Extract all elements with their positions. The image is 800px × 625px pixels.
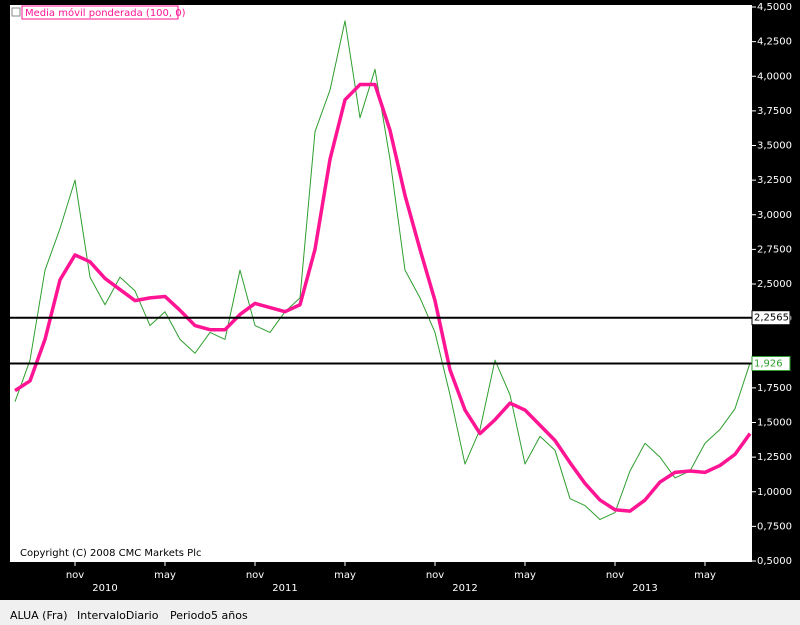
- year-label: 2013: [632, 583, 657, 594]
- x-tick-label: may: [154, 570, 176, 581]
- price-line: [14, 20, 751, 520]
- year-label: 2011: [272, 583, 297, 594]
- reference-label-box: [751, 310, 791, 326]
- y-tick-label: 4,2500: [757, 37, 792, 48]
- y-tick-label: 2,7500: [757, 244, 792, 255]
- reference-label: 2,2565: [754, 313, 789, 324]
- year-label: 2010: [92, 583, 117, 594]
- legend-box: [21, 5, 179, 20]
- footer: ALUA (Fra) IntervaloDiario Periodo5 años: [0, 600, 800, 625]
- y-tick-label: 0,7500: [757, 521, 792, 532]
- y-tick-label: 1,2500: [757, 452, 792, 463]
- y-tick-label: 2,5000: [757, 279, 792, 290]
- symbol: ALUA (Fra): [10, 609, 68, 622]
- interval: IntervaloDiario: [77, 609, 159, 622]
- year-label: 2012: [452, 583, 477, 594]
- y-tick-label: 1,7500: [757, 383, 792, 394]
- y-tick-label: 0,5000: [757, 556, 792, 567]
- plot-area: [10, 5, 752, 562]
- legend-icon: [11, 7, 21, 17]
- x-tick-label: may: [694, 570, 716, 581]
- y-tick-label: 3,5000: [757, 141, 792, 152]
- x-tick-label: may: [334, 570, 356, 581]
- x-tick-label: nov: [246, 570, 264, 581]
- x-tick-label: nov: [606, 570, 624, 581]
- period: Periodo5 años: [170, 609, 248, 622]
- reference-label: 1,926: [754, 358, 783, 369]
- reference-label-box: [751, 355, 791, 371]
- x-tick-label: nov: [66, 570, 84, 581]
- x-tick-label: nov: [426, 570, 444, 581]
- moving-average: [14, 82, 752, 513]
- y-tick-label: 1,0000: [757, 487, 792, 498]
- y-tick-label: 4,5000: [757, 2, 792, 13]
- chart: Media móvil ponderada (100, 0) Copyright…: [10, 2, 792, 594]
- y-tick-label: 3,2500: [757, 175, 792, 186]
- y-tick-label: 1,5000: [757, 418, 792, 429]
- copyright: Copyright (C) 2008 CMC Markets Plc: [20, 548, 201, 559]
- y-tick-label: 4,0000: [757, 71, 792, 82]
- legend-label: Media móvil ponderada (100, 0): [25, 7, 186, 19]
- y-tick-label: 3,0000: [757, 210, 792, 221]
- y-tick-label: 3,7500: [757, 106, 792, 117]
- x-tick-label: may: [514, 570, 536, 581]
